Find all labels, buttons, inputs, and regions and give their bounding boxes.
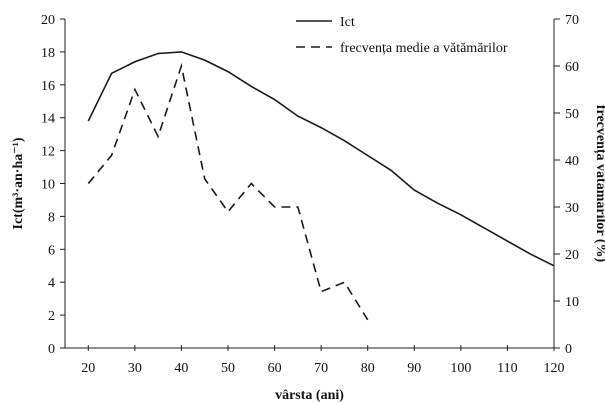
x-tick-label: 70 [314,361,328,376]
y-tick-label: 16 [41,79,55,94]
y-tick-label: 4 [48,276,55,291]
axes: 0 2 4 6 8 10 12 14 16 18 20 0 10 20 30 40 50 60 70 20 30 40 50… [41,13,579,376]
y-axis-title: Ict(m³·an·ha⁻¹) [11,137,26,229]
y-tick-label: 14 [41,112,55,127]
x-axis-title: vârsta (ani) [275,388,344,403]
x-tick-label: 50 [221,361,235,376]
x-tick-label: 40 [174,361,188,376]
legend-label: frecvența medie a vătămărilor [340,41,508,56]
y-tick-label: 20 [41,13,55,28]
legend-label: Ict [340,15,355,30]
y2-tick-label: 60 [565,60,579,75]
y2-tick-label: 40 [565,154,579,169]
y2-tick-label: 50 [565,107,579,122]
y2-tick-label: 10 [565,295,579,310]
y-tick-label: 12 [41,145,55,160]
y-tick-label: 2 [48,309,55,324]
x-tick-label: 110 [497,361,517,376]
y-tick-label: 8 [48,210,55,225]
y2-tick-label: 0 [565,342,572,357]
x-tick-label: 100 [450,361,471,376]
y2-axis-title: frecvența vătămărilor (%) [593,105,605,263]
y2-tick-label: 20 [565,248,579,263]
x-tick-label: 20 [81,361,95,376]
legend: Ict frecvența medie a vătămărilor [296,15,508,56]
x-tick-label: 120 [544,361,565,376]
y2-tick-label: 70 [565,13,579,28]
y-tick-label: 6 [48,243,55,258]
series-group [87,51,555,321]
x-tick-label: 80 [361,361,375,376]
y2-tick-label: 30 [565,201,579,216]
injury-frequency-line [87,62,369,321]
y-tick-label: 0 [48,342,55,357]
x-tick-label: 30 [128,361,142,376]
y-tick-label: 10 [41,178,55,193]
x-tick-label: 60 [268,361,282,376]
x-tick-label: 90 [407,361,421,376]
y-tick-label: 18 [41,46,55,61]
ict-line [87,51,555,267]
